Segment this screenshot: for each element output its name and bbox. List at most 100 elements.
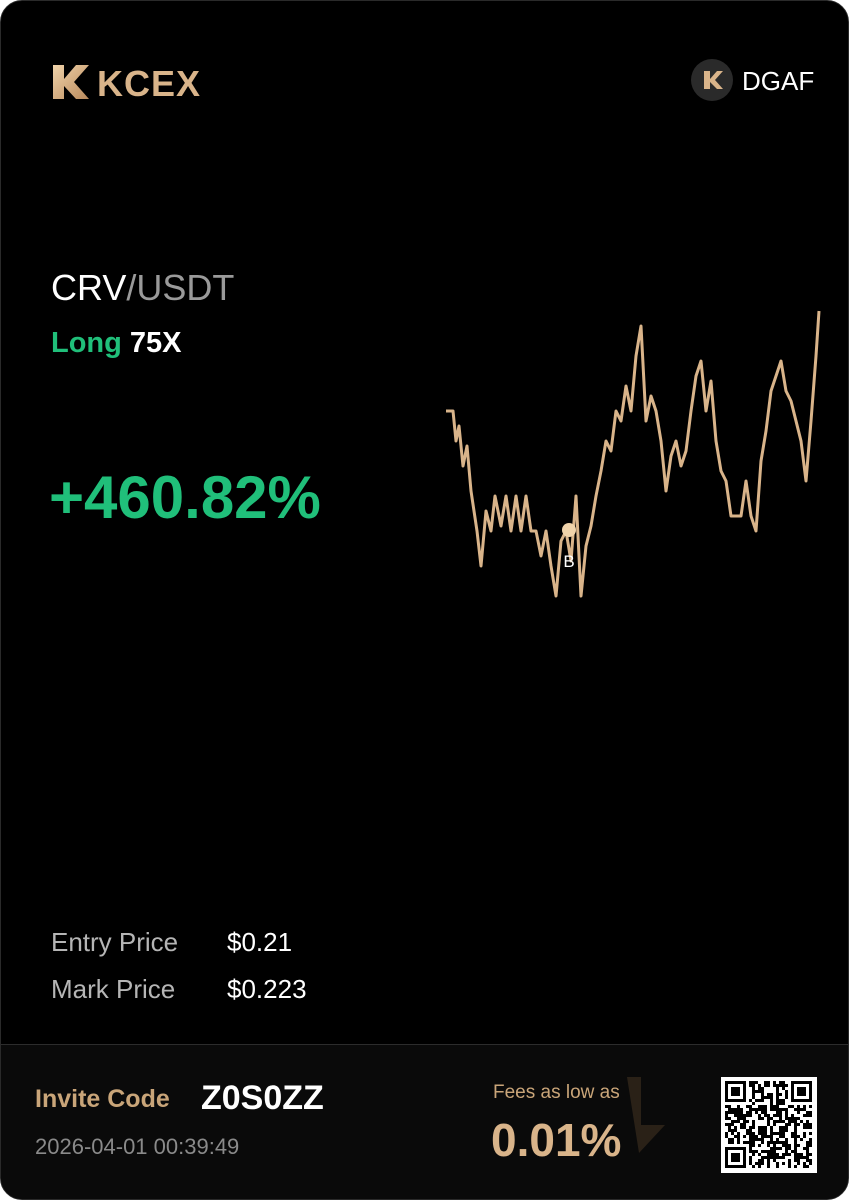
qr-module	[761, 1156, 764, 1159]
qr-module	[731, 1129, 734, 1132]
qr-module	[728, 1123, 731, 1126]
qr-module	[749, 1162, 752, 1165]
qr-module	[767, 1165, 770, 1168]
qr-module	[785, 1126, 788, 1129]
qr-module	[770, 1135, 773, 1138]
qr-module	[734, 1135, 737, 1138]
fees-decoration	[627, 1077, 665, 1153]
qr-module	[779, 1111, 782, 1114]
qr-module	[767, 1141, 770, 1144]
qr-module	[776, 1102, 779, 1105]
qr-module	[797, 1108, 800, 1111]
qr-module	[737, 1135, 740, 1138]
qr-module	[755, 1111, 758, 1114]
qr-module	[797, 1123, 800, 1126]
qr-module	[737, 1117, 740, 1120]
qr-module	[755, 1135, 758, 1138]
qr-module	[734, 1114, 737, 1117]
qr-module	[770, 1108, 773, 1111]
qr-module	[785, 1144, 788, 1147]
qr-module	[746, 1105, 749, 1108]
qr-module	[725, 1132, 728, 1135]
qr-module	[743, 1120, 746, 1123]
qr-module	[800, 1138, 803, 1141]
avatar	[691, 59, 733, 101]
qr-module	[776, 1138, 779, 1141]
qr-module	[782, 1156, 785, 1159]
qr-module	[737, 1138, 740, 1141]
qr-module	[809, 1105, 812, 1108]
qr-module	[794, 1132, 797, 1135]
qr-module	[785, 1150, 788, 1153]
qr-module	[791, 1105, 794, 1108]
qr-module	[803, 1123, 806, 1126]
qr-module	[794, 1108, 797, 1111]
detail-value: $0.21	[227, 927, 293, 957]
qr-module	[725, 1123, 728, 1126]
qr-module	[788, 1165, 791, 1168]
qr-module	[752, 1138, 755, 1141]
qr-module	[776, 1099, 779, 1102]
qr-code	[721, 1077, 817, 1173]
qr-module	[776, 1141, 779, 1144]
qr-module	[776, 1096, 779, 1099]
qr-module	[794, 1138, 797, 1141]
qr-module	[806, 1159, 809, 1162]
qr-module	[764, 1114, 767, 1117]
qr-module	[752, 1141, 755, 1144]
qr-module	[758, 1105, 761, 1108]
qr-module	[743, 1123, 746, 1126]
timestamp: 2026-04-01 00:39:49	[35, 1134, 240, 1159]
qr-module	[761, 1129, 764, 1132]
qr-module	[737, 1111, 740, 1114]
qr-module	[773, 1150, 776, 1153]
qr-module	[749, 1108, 752, 1111]
qr-module	[770, 1129, 773, 1132]
qr-module	[782, 1129, 785, 1132]
qr-module	[770, 1156, 773, 1159]
qr-module	[785, 1093, 788, 1096]
qr-module	[779, 1108, 782, 1111]
qr-module	[758, 1126, 761, 1129]
qr-module	[770, 1153, 773, 1156]
qr-module	[746, 1141, 749, 1144]
qr-module	[779, 1147, 782, 1150]
qr-module	[749, 1150, 752, 1153]
qr-module	[797, 1159, 800, 1162]
detail-label: Mark Price	[51, 974, 176, 1004]
qr-module	[764, 1111, 767, 1114]
qr-module	[785, 1111, 788, 1114]
base-asset: CRV	[51, 267, 127, 308]
qr-module	[794, 1135, 797, 1138]
qr-module	[776, 1165, 779, 1168]
qr-module	[770, 1138, 773, 1141]
qr-module	[779, 1129, 782, 1132]
detail-label: Entry Price	[51, 927, 179, 957]
qr-module	[761, 1141, 764, 1144]
qr-module	[788, 1147, 791, 1150]
qr-module	[800, 1156, 803, 1159]
qr-module	[791, 1117, 794, 1120]
price-sparkline: B	[446, 310, 821, 598]
qr-module	[752, 1102, 755, 1105]
qr-module	[737, 1120, 740, 1123]
qr-module	[782, 1153, 785, 1156]
qr-module	[776, 1111, 779, 1114]
qr-module	[785, 1153, 788, 1156]
qr-module	[785, 1138, 788, 1141]
qr-module	[806, 1123, 809, 1126]
qr-module	[764, 1132, 767, 1135]
qr-module	[758, 1117, 761, 1120]
qr-module	[782, 1084, 785, 1087]
qr-module	[773, 1120, 776, 1123]
pair: CRV/USDT	[51, 267, 234, 309]
qr-module	[809, 1159, 812, 1162]
qr-module	[803, 1114, 806, 1117]
qr-module	[734, 1108, 737, 1111]
qr-module	[773, 1084, 776, 1087]
qr-module	[764, 1126, 767, 1129]
qr-module	[779, 1099, 782, 1102]
qr-module	[749, 1144, 752, 1147]
qr-module	[752, 1096, 755, 1099]
username: DGAF	[742, 66, 815, 96]
